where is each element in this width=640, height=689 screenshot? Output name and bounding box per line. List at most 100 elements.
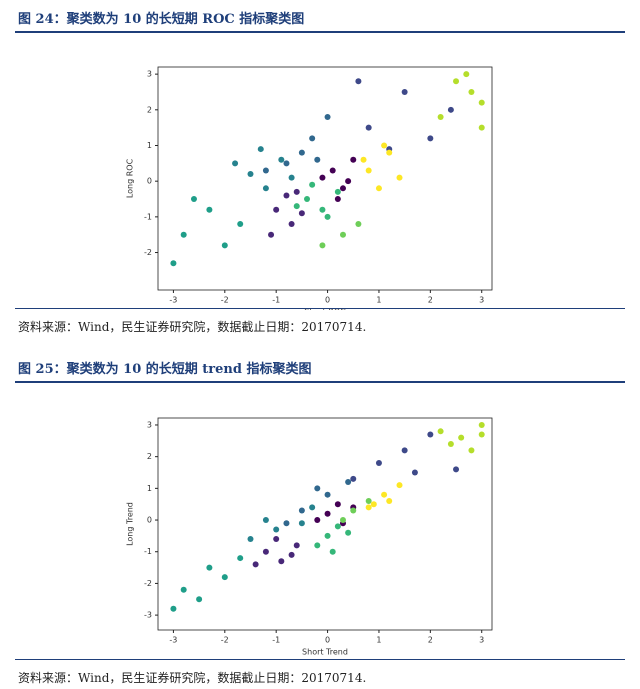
scatter-point: [365, 498, 372, 505]
y-axis-label: Long Trend: [126, 502, 135, 546]
scatter-point: [437, 113, 444, 120]
scatter-point: [180, 586, 187, 593]
scatter-point: [273, 206, 280, 213]
y-tick-label: 1: [147, 141, 152, 150]
scatter-point: [314, 542, 321, 549]
scatter-point: [453, 78, 460, 85]
scatter-point: [314, 485, 321, 492]
scatter-point: [206, 206, 213, 213]
scatter-point: [365, 504, 372, 511]
y-tick-label: 0: [147, 516, 152, 525]
scatter-point: [478, 421, 485, 428]
scatter-point: [288, 551, 295, 558]
x-tick-label: 3: [479, 296, 484, 305]
scatter-point: [478, 124, 485, 131]
scatter-point: [468, 447, 475, 454]
scatter-point: [319, 242, 326, 249]
x-tick-label: 0: [325, 296, 330, 305]
source-note: 资料来源：Wind，民生证券研究院，数据截止日期：20170714.: [18, 671, 367, 685]
scatter-point: [396, 174, 403, 181]
scatter-point: [262, 167, 269, 174]
figure-caption: 图 25：聚类数为 10 的长短期 trend 指标聚类图: [18, 362, 312, 377]
scatter-point: [365, 167, 372, 174]
scatter-point: [262, 185, 269, 192]
scatter-point: [334, 523, 341, 530]
x-tick-label: -1: [272, 636, 280, 645]
scatter-point: [247, 171, 254, 178]
scatter-point: [170, 260, 177, 267]
scatter-point: [350, 475, 357, 482]
scatter-point: [324, 491, 331, 498]
y-tick-label: 3: [147, 420, 152, 429]
scatter-point: [278, 558, 285, 565]
scatter-point: [190, 196, 197, 203]
scatter-point: [468, 88, 475, 95]
scatter-point: [447, 440, 454, 447]
scatter-point: [262, 548, 269, 555]
scatter-point: [298, 210, 305, 217]
scatter-point: [463, 71, 470, 78]
scatter-point: [298, 149, 305, 156]
x-tick-label: -3: [169, 636, 177, 645]
scatter-point: [324, 113, 331, 120]
figure-caption: 图 24：聚类数为 10 的长短期 ROC 指标聚类图: [18, 12, 305, 27]
plot-frame: [157, 417, 493, 631]
source-rule: [15, 659, 625, 660]
scatter-point: [350, 507, 357, 514]
scatter-point: [273, 536, 280, 543]
chart: -3 -2 -1 0 1 2 3 -3 -2 -1 0 1 2 3 Short Trend Long Tren…: [126, 417, 493, 657]
scatter-point: [375, 185, 382, 192]
scatter-point: [411, 469, 418, 476]
y-tick-label: -3: [144, 611, 152, 620]
scatter-point: [329, 548, 336, 555]
scatter-point: [278, 156, 285, 163]
scatter-point: [304, 196, 311, 203]
scatter-point: [370, 501, 377, 508]
scatter-point: [170, 605, 177, 612]
y-tick-label: 0: [147, 177, 152, 186]
scatter-point: [309, 504, 316, 511]
scatter-point: [355, 220, 362, 227]
scatter-point: [401, 447, 408, 454]
scatter-point: [350, 156, 357, 163]
scatter-point: [365, 124, 372, 131]
scatter-point: [293, 542, 300, 549]
scatter-point: [319, 206, 326, 213]
y-tick-label: -2: [144, 248, 152, 257]
scatter-point: [360, 156, 367, 163]
source-note: 资料来源：Wind，民生证券研究院，数据截止日期：20170714.: [18, 320, 367, 334]
scatter-point: [314, 156, 321, 163]
x-tick-label: 0: [325, 636, 330, 645]
scatter-point: [334, 188, 341, 195]
scatter-point: [478, 431, 485, 438]
scatter-point: [288, 174, 295, 181]
scatter-point: [345, 178, 352, 185]
scatter-point: [453, 466, 460, 473]
scatter-point: [247, 536, 254, 543]
scatter-point: [334, 196, 341, 203]
x-tick-label: 2: [428, 296, 433, 305]
y-tick-label: 3: [147, 70, 152, 79]
scatter-point: [478, 99, 485, 106]
scatter-point: [381, 142, 388, 149]
scatter-point: [180, 231, 187, 238]
y-tick-label: -1: [144, 212, 152, 221]
x-tick-label: -2: [221, 296, 229, 305]
scatter-point: [196, 596, 203, 603]
scatter-point: [355, 78, 362, 85]
scatter-point: [427, 431, 434, 438]
scatter-point: [319, 174, 326, 181]
scatter-point: [447, 106, 454, 113]
scatter-point: [252, 561, 259, 568]
scatter-point: [257, 146, 264, 153]
scatter-point: [283, 192, 290, 199]
scatter-point: [334, 501, 341, 508]
scatter-point: [345, 529, 352, 536]
x-tick-label: 2: [428, 636, 433, 645]
scatter-point: [396, 482, 403, 489]
scatter-point: [375, 459, 382, 466]
y-axis-label: Long ROC: [126, 158, 135, 198]
x-tick-label: -1: [272, 296, 280, 305]
scatter-point: [283, 160, 290, 167]
